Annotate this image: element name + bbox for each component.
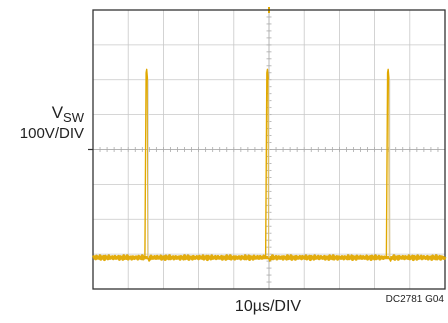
y-scale-label: 100V/DIV <box>20 125 84 142</box>
y-axis-label-subscript: SW <box>63 110 85 125</box>
trace-spike <box>385 68 393 262</box>
trace-spike <box>264 68 273 262</box>
trace-spike <box>144 68 152 262</box>
y-axis-label-main: V <box>52 103 64 122</box>
plot-frame <box>92 9 446 290</box>
figure-id-label: DC2781 G04 <box>386 294 445 305</box>
x-scale-label: 10µs/DIV <box>235 298 301 315</box>
y-axis-label: VSW <box>52 103 85 125</box>
waveform-layer <box>91 68 447 262</box>
